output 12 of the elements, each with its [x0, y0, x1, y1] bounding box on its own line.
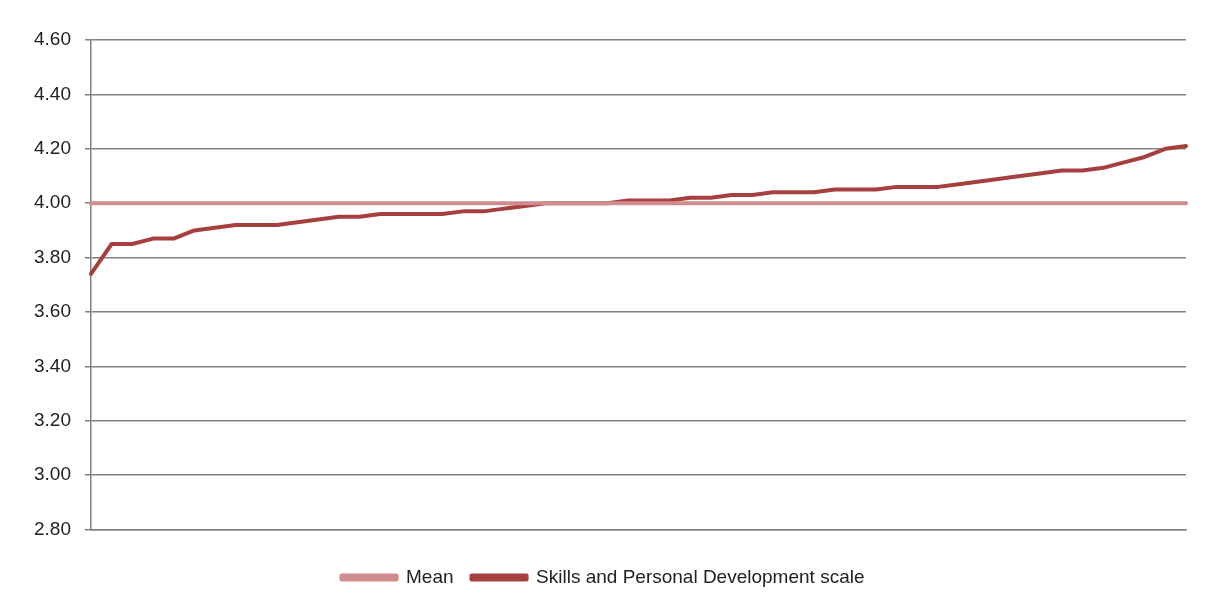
y-tick-label: 3.20: [34, 409, 71, 431]
y-tick-label: 2.80: [34, 517, 71, 539]
y-tick-label: 4.60: [34, 28, 71, 50]
y-tick-label: 4.00: [34, 191, 71, 213]
y-tick-label: 3.00: [34, 463, 71, 485]
legend-label: Mean: [406, 565, 454, 587]
y-tick-label: 4.40: [34, 82, 71, 104]
legend-label: Skills and Personal Development scale: [536, 565, 865, 587]
y-tick-label: 3.40: [34, 354, 71, 376]
y-tick-label: 3.60: [34, 300, 71, 322]
y-tick-label: 4.20: [34, 137, 71, 159]
y-tick-label: 3.80: [34, 245, 71, 267]
